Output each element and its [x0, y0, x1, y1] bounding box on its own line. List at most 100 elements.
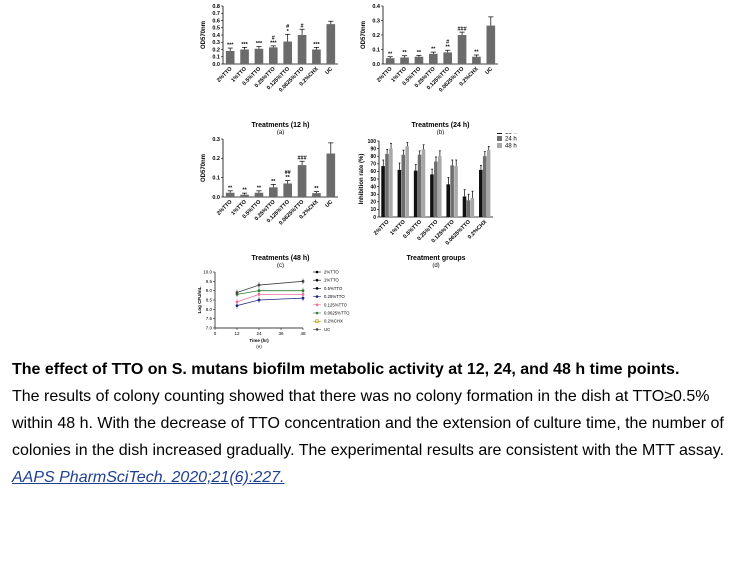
- bar: [381, 166, 385, 217]
- significance-label: **: [242, 188, 247, 194]
- bar: [454, 166, 458, 217]
- legend-marker: [315, 270, 319, 274]
- y-tick-label: 0.1: [212, 175, 220, 181]
- bar: [283, 41, 292, 64]
- bar: [225, 192, 235, 197]
- y-tick-label: 0.7: [212, 11, 220, 17]
- legend-swatch: [497, 143, 502, 148]
- y-tick-label: 0.2: [212, 156, 220, 162]
- x-tick-label: 36: [278, 331, 284, 336]
- data-point: [235, 291, 239, 294]
- legend-marker: [315, 278, 319, 282]
- bar: [400, 57, 409, 64]
- bar: [470, 198, 475, 217]
- panel-label: (b): [437, 130, 444, 135]
- legend-label: UC: [324, 327, 330, 332]
- bar: [297, 165, 307, 197]
- significance-label: ***: [241, 42, 248, 48]
- y-tick-label: 90: [370, 146, 376, 152]
- y-tick-label: 0.2: [372, 33, 380, 39]
- bar: [326, 153, 336, 197]
- y-tick-label: 9.0: [206, 288, 213, 293]
- data-point: [301, 279, 305, 283]
- legend-marker: [315, 303, 319, 307]
- bar: [437, 156, 442, 217]
- significance-label: ***: [270, 40, 277, 46]
- bar: [405, 146, 409, 217]
- x-axis-label: Treatments (48 h): [252, 255, 310, 262]
- bar: [482, 156, 487, 217]
- bar: [417, 154, 422, 217]
- x-axis-label: Treatment groups: [406, 255, 465, 262]
- x-axis-label: Time (hr): [249, 338, 269, 343]
- legend-label: 2%TTO: [324, 270, 339, 275]
- y-tick-label: 0.2: [212, 47, 220, 53]
- legend-swatch: [497, 136, 502, 141]
- bar: [283, 183, 292, 197]
- y-axis-label: OD570nm: [201, 21, 207, 49]
- x-axis-label: Treatments (24 h): [412, 122, 470, 129]
- legend-label: 0.125%TTO: [324, 302, 348, 307]
- y-tick-label: 0.0: [372, 62, 380, 68]
- y-axis-label: Log CFU/mL: [197, 286, 202, 313]
- legend-label: 0.5%TTO: [324, 286, 343, 291]
- bar: [397, 169, 402, 217]
- legend-label: 0.25%TTO: [324, 294, 345, 299]
- caption-title: The effect of TTO on S. mutans biofilm m…: [12, 361, 680, 378]
- series-line: [236, 293, 303, 303]
- y-tick-label: 0.1: [212, 55, 220, 61]
- legend-marker: [315, 287, 319, 290]
- bar: [478, 169, 483, 217]
- series-line: [236, 297, 304, 306]
- significance-label: **: [446, 45, 451, 51]
- bar: [385, 58, 395, 64]
- data-point: [301, 293, 305, 296]
- y-tick-label: 60: [370, 169, 376, 175]
- significance-label: **: [474, 50, 479, 56]
- bar: [297, 35, 307, 64]
- y-tick-label: 80: [370, 154, 376, 160]
- bar: [389, 148, 393, 217]
- y-tick-label: 0.8: [212, 4, 220, 10]
- significance-label: **: [417, 50, 422, 56]
- significance-label: **: [402, 50, 407, 56]
- x-tick-label: 12: [234, 331, 240, 336]
- x-tick-label: UC: [324, 66, 334, 76]
- significance-label: **: [388, 51, 393, 57]
- x-axis-label: Treatments (12 h): [252, 122, 310, 129]
- y-tick-label: 7.0: [206, 326, 213, 331]
- legend-label: 0.0625%TTO: [324, 311, 350, 316]
- data-point: [257, 289, 261, 293]
- bar: [472, 56, 481, 64]
- y-tick-label: 0.6: [212, 18, 220, 24]
- y-tick-label: 10.0: [203, 270, 212, 275]
- bar: [466, 200, 471, 217]
- bar: [312, 193, 321, 197]
- significance-label: **: [271, 179, 276, 185]
- bar: [462, 196, 467, 217]
- significance-label: **: [257, 185, 262, 191]
- bar: [434, 161, 438, 217]
- legend-label: 0.2%CHX: [324, 319, 343, 324]
- x-tick-label: UC: [484, 66, 494, 76]
- significance-label: ***: [256, 41, 263, 47]
- y-tick-label: 0.3: [212, 40, 220, 46]
- significance-label: **: [228, 185, 233, 191]
- legend-label: 48 h: [505, 144, 517, 150]
- y-tick-label: 0.4: [212, 33, 221, 39]
- line-chart-log-cfu: 7.0 7.5 8.0 8.5 9.0 9.5 10.0 0 12 24 36 48 Log CFU/m…: [197, 270, 350, 350]
- bar: [401, 154, 406, 217]
- legend-label: 24 h: [505, 137, 517, 143]
- bar: [486, 25, 496, 64]
- y-tick-label: 10: [370, 207, 376, 213]
- citation-link[interactable]: AAPS PharmSciTech. 2020;21(6):227.: [12, 469, 285, 486]
- panel-label: (e): [256, 344, 262, 349]
- significance-label: ###: [297, 156, 306, 162]
- bar: [240, 49, 249, 64]
- panel-label: (c): [277, 263, 284, 268]
- x-tick-label: 0: [214, 331, 217, 336]
- y-axis-label: Inhibition rate (%): [359, 154, 365, 205]
- significance-label: **: [286, 175, 291, 181]
- y-tick-label: 7.5: [206, 316, 213, 321]
